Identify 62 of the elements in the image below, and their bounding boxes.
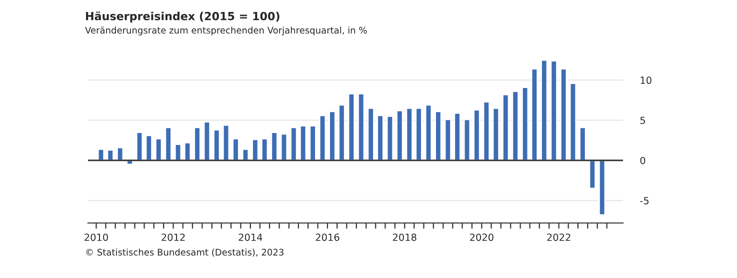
- bar: [194, 126, 201, 162]
- x-tick-label: 2016: [316, 234, 340, 241]
- bar: [358, 93, 365, 162]
- x-tick-label: 2010: [84, 234, 108, 241]
- bar: [164, 126, 172, 162]
- bar: [444, 118, 452, 162]
- x-tick-label: 2018: [392, 234, 416, 241]
- bar: [463, 118, 471, 162]
- chart-subtitle: Veränderungsrate zum entsprechenden Vorjahresquartal, in %: [85, 26, 367, 36]
- x-tick-label: 2020: [470, 234, 494, 241]
- bar: [145, 134, 152, 162]
- bar: [184, 142, 192, 162]
- bar: [270, 132, 278, 162]
- bar: [406, 107, 413, 162]
- bar: [136, 132, 144, 162]
- bar: [222, 124, 230, 162]
- bar: [300, 125, 307, 162]
- bar: [367, 107, 374, 162]
- bar: [290, 126, 298, 162]
- bar: [260, 138, 268, 162]
- bar: [434, 110, 442, 162]
- bar: [396, 110, 404, 162]
- bar: [328, 110, 336, 162]
- bar: [569, 82, 577, 162]
- text: © Statistisches Bundesamt (Destatis), 2023: [86, 248, 284, 257]
- bar: [318, 114, 326, 162]
- bar: [280, 133, 288, 162]
- y-tick-label: 5: [640, 116, 646, 124]
- bar: [376, 114, 384, 162]
- bar: [492, 107, 500, 162]
- bar: [252, 138, 259, 162]
- y-tick-label: 10: [640, 76, 652, 84]
- bar: [415, 107, 422, 162]
- bar: [579, 126, 586, 162]
- bar: [502, 94, 510, 162]
- bar: [560, 68, 568, 162]
- bar: [348, 93, 356, 162]
- bar: [540, 60, 548, 162]
- y-tick-label: -5: [640, 197, 649, 204]
- bar: [454, 112, 461, 162]
- bar: [482, 101, 490, 162]
- bar: [155, 138, 162, 162]
- bar: [338, 104, 346, 162]
- bar: [203, 121, 211, 162]
- x-tick-label: 2014: [238, 234, 262, 241]
- bar: [473, 109, 480, 162]
- bar: [174, 144, 182, 162]
- chart-title: Häuserpreisindex (2015 = 100): [86, 12, 280, 22]
- bar: [512, 90, 519, 162]
- bar: [588, 160, 596, 190]
- y-tick-label: 0: [640, 156, 646, 164]
- bar: [550, 60, 558, 162]
- x-tick-label: 2012: [162, 234, 185, 241]
- bar: [386, 116, 394, 162]
- bar: [424, 104, 432, 162]
- bar: [309, 125, 316, 162]
- bar: [521, 86, 529, 162]
- bar: [598, 160, 606, 216]
- bar: [213, 129, 220, 162]
- x-tick-label: 2022: [547, 234, 570, 241]
- bar: [530, 68, 538, 162]
- bar: [232, 138, 240, 162]
